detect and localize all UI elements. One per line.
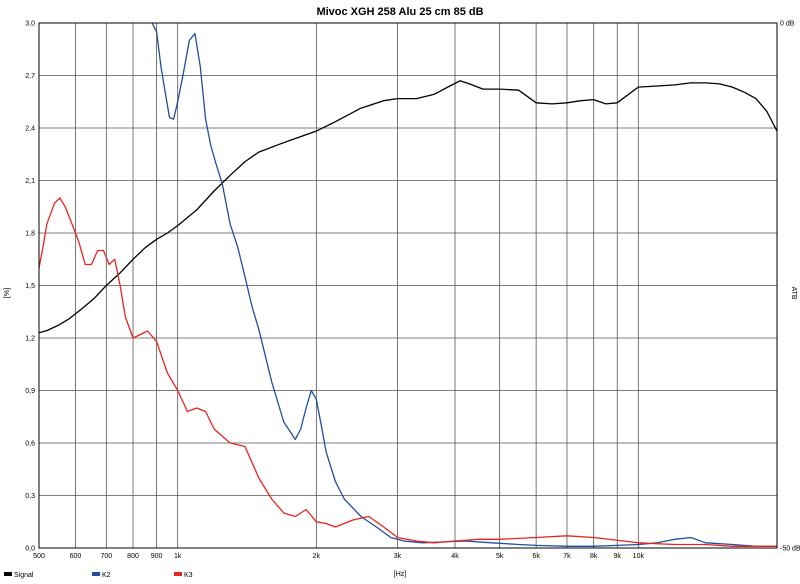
plot-series — [39, 23, 777, 547]
plot-frame — [38, 22, 778, 549]
legend: Signal K2 K3 — [4, 572, 193, 579]
x-tick-label: 4k — [451, 553, 459, 560]
x-tick-label: 700 — [100, 553, 112, 560]
y2-axis-label: ATB — [790, 286, 797, 299]
y2-tick-label: 0 dB — [780, 21, 795, 28]
x-tick-label: 3k — [394, 553, 402, 560]
x-tick-label: 7k — [563, 553, 571, 560]
x-tick-label: 2k — [313, 553, 321, 560]
x-tick-label: 6k — [532, 553, 540, 560]
x-tick-label: 9k — [614, 553, 622, 560]
series-line-k3 — [39, 197, 777, 547]
x-tick-label: 800 — [127, 553, 139, 560]
y-tick-label: 0,6 — [25, 441, 35, 448]
series-line-signal — [39, 80, 777, 334]
x-tick-label: 10k — [633, 553, 645, 560]
x-tick-label: 600 — [70, 553, 82, 560]
tick-labels: 500 600 700 800 900 1k 2k 3k 4k 5k 6k 7k 8k 9k 10k 0,0 0… — [25, 21, 800, 561]
chart-title: Mivoc XGH 258 Alu 25 cm 85 dB — [316, 6, 483, 18]
x-tick-label: 5k — [496, 553, 504, 560]
y-tick-label: 3,0 — [25, 21, 35, 28]
y-tick-label: 1,2 — [25, 336, 35, 343]
x-axis-label: [Hz] — [394, 571, 407, 578]
y-tick-label: 0,0 — [25, 546, 35, 553]
legend-swatch-signal — [4, 572, 12, 576]
x-tick-label: 8k — [590, 553, 598, 560]
y-tick-label: 2,7 — [25, 73, 35, 80]
y2-tick-label: -50 dB — [780, 546, 800, 553]
y-tick-label: 2,4 — [25, 126, 35, 133]
y-tick-label: 2,1 — [25, 178, 35, 185]
legend-swatch-k3 — [174, 572, 182, 576]
legend-label-k3: K3 — [184, 572, 193, 579]
y-tick-label: 1,8 — [25, 231, 35, 238]
series-line-k2 — [151, 23, 777, 547]
y-axis-label: [%] — [4, 288, 11, 298]
y-tick-label: 1,5 — [25, 283, 35, 290]
x-tick-label: 900 — [151, 553, 163, 560]
grid — [38, 22, 778, 549]
legend-label-signal: Signal — [14, 572, 34, 579]
y-tick-label: 0,3 — [25, 493, 35, 500]
legend-swatch-k2 — [92, 572, 100, 576]
legend-label-k2: K2 — [102, 572, 111, 579]
y-tick-label: 0,9 — [25, 388, 35, 395]
x-tick-label: 1k — [174, 553, 182, 560]
x-tick-label: 500 — [33, 553, 45, 560]
